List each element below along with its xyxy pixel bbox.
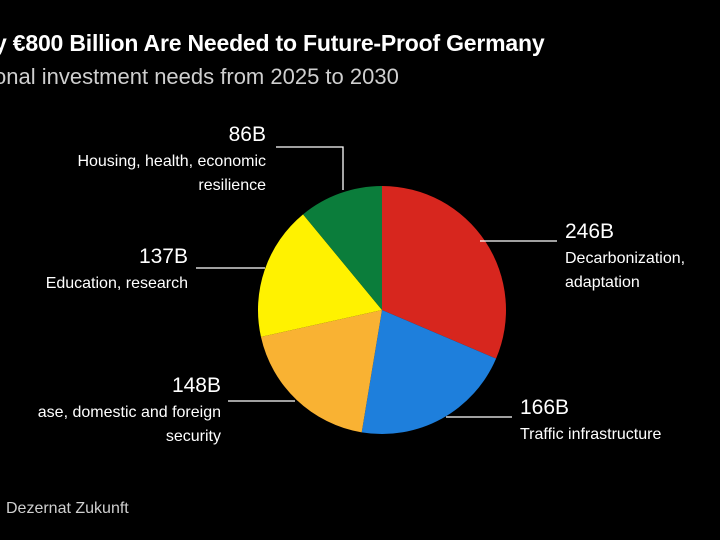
slice-category-label: Education, research — [46, 275, 188, 292]
slice-value-label: 137B — [139, 245, 188, 268]
slice-category-label: Housing, health, economic — [77, 153, 266, 170]
leader-line — [276, 146, 344, 190]
slice-value-label: 166B — [520, 396, 569, 419]
pie-slice — [260, 310, 382, 433]
chart-source: Dezernat Zukunft — [6, 500, 129, 517]
pie-slice — [303, 186, 382, 310]
slice-category-label: Decarbonization, — [565, 250, 685, 267]
pie-slice — [361, 310, 497, 435]
slice-category-label: adaptation — [565, 274, 640, 291]
slice-value-label: 86B — [229, 123, 266, 146]
chart-subtitle: onal investment needs from 2025 to 2030 — [0, 64, 399, 89]
slice-value-label: 148B — [172, 374, 221, 397]
slice-category-label: Traffic infrastructure — [520, 426, 661, 443]
slice-value-label: 246B — [565, 220, 614, 243]
chart-title: y €800 Billion Are Needed to Future-Proo… — [0, 30, 545, 56]
slice-category-label: security — [166, 428, 221, 445]
pie-slice — [257, 214, 382, 337]
slice-category-label: ase, domestic and foreign — [38, 404, 221, 421]
slice-category-label: resilience — [198, 177, 266, 194]
pie-slice — [382, 186, 506, 359]
